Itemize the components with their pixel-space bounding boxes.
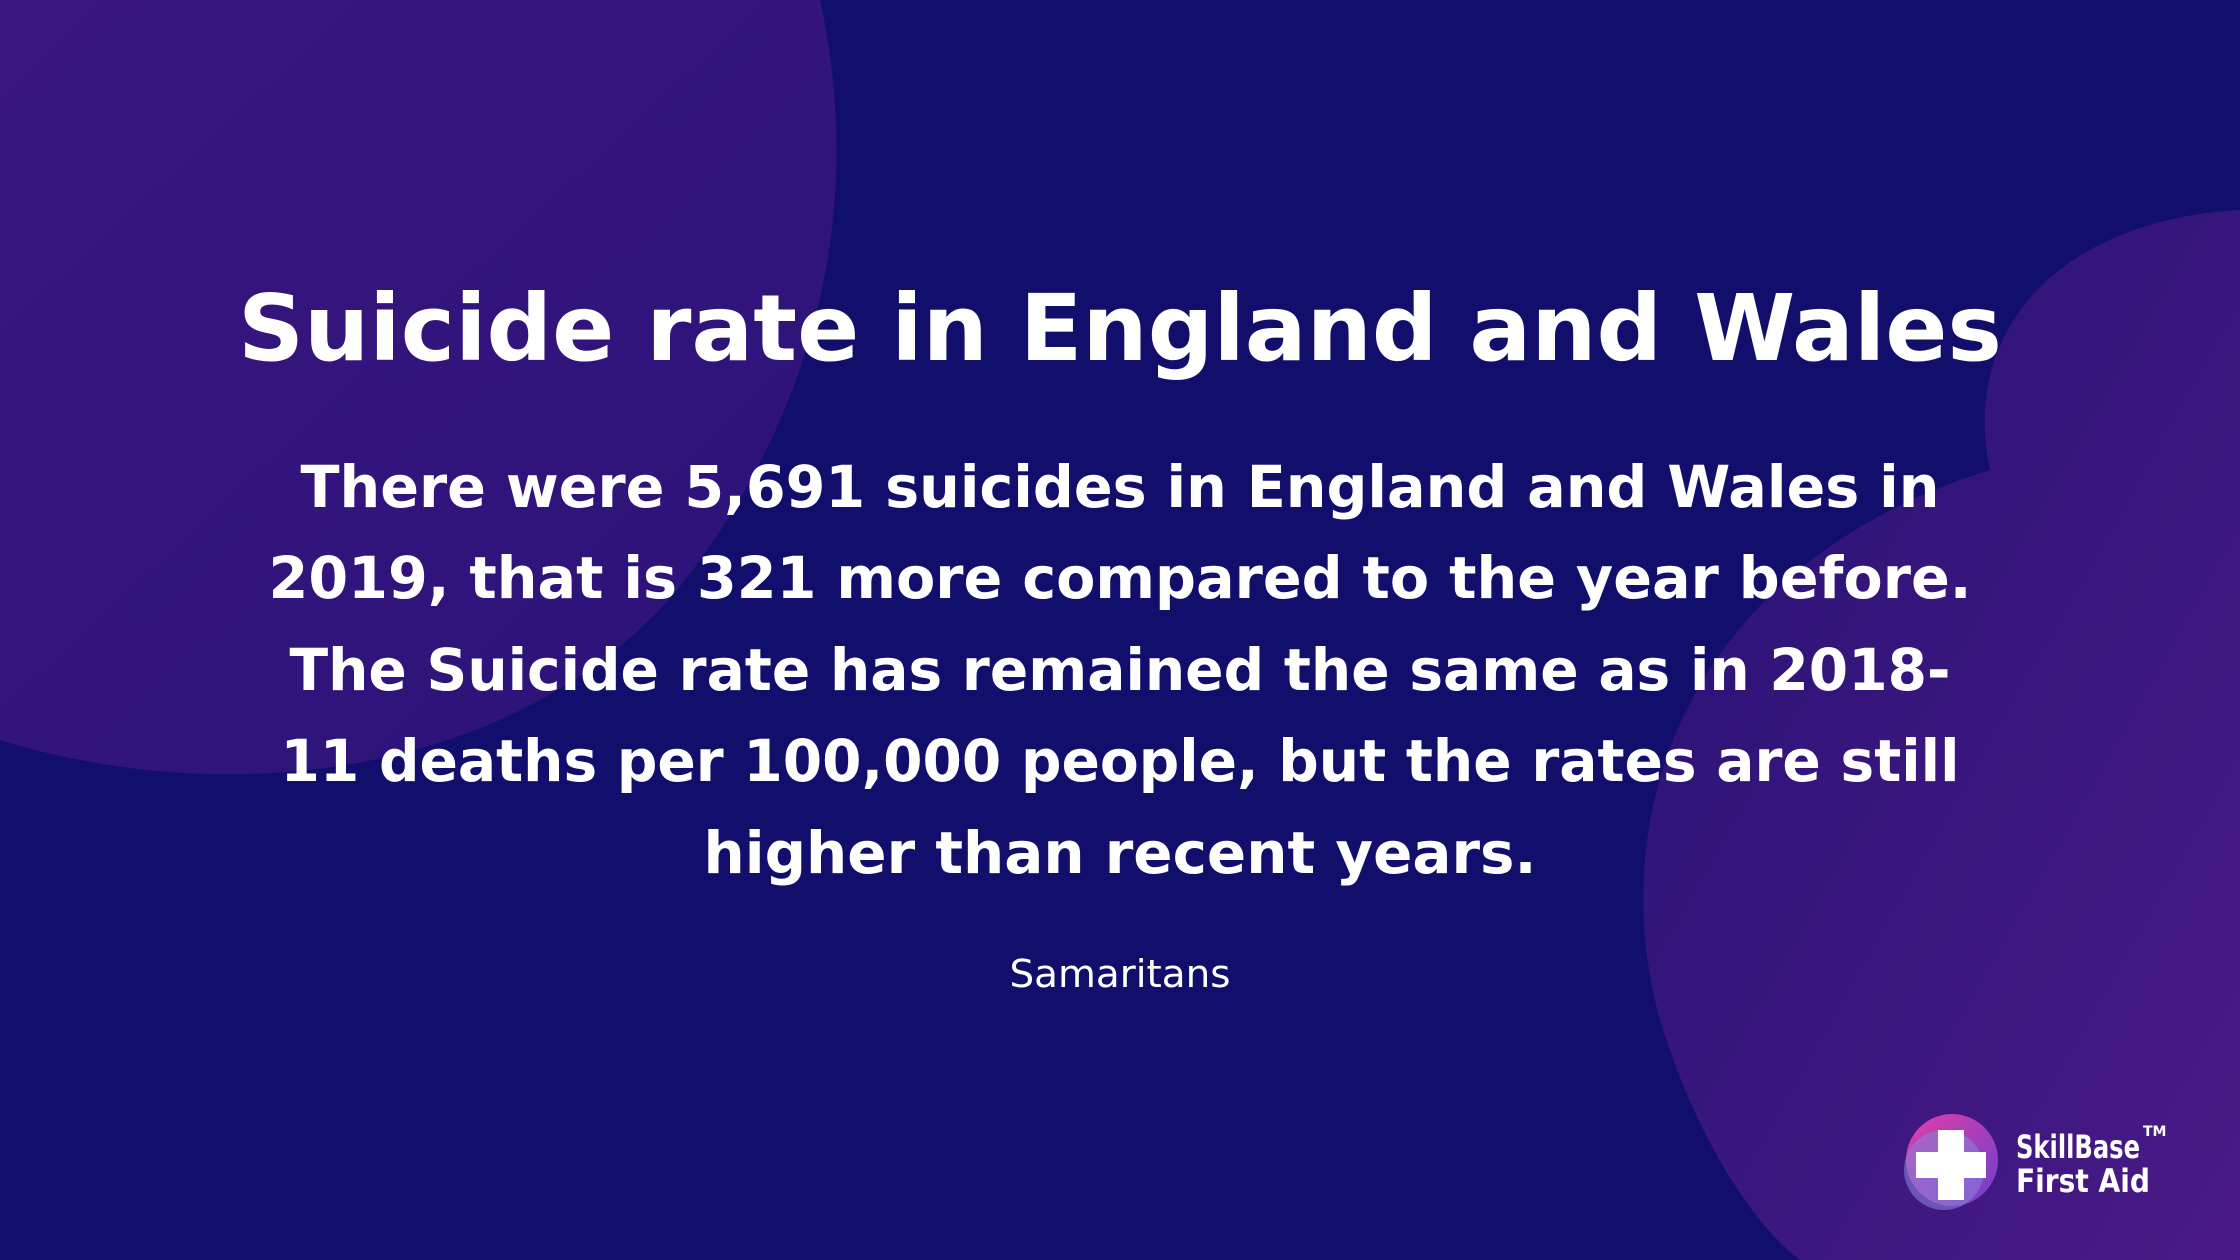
body-line: 11 deaths per 100,000 people, but the ra…: [281, 727, 1960, 795]
body-line: 2019, that is 321 more compared to the y…: [269, 544, 1972, 612]
body-line: There were 5,691 suicides in England and…: [301, 453, 1940, 521]
logo-text: SkillBase: [2016, 1128, 2140, 1166]
body-line: higher than recent years.: [704, 819, 1537, 887]
logo-text: First Aid: [2016, 1162, 2150, 1200]
source: Samaritans: [1010, 952, 1231, 996]
body-line: The Suicide rate has remained the same a…: [290, 636, 1951, 704]
logo-cross: [1916, 1130, 1986, 1200]
logo: SkillBase First Aid TM: [1904, 1114, 2166, 1210]
logo-trademark: TM: [2143, 1124, 2166, 1140]
title: Suicide rate in England and Wales: [238, 275, 2002, 382]
blob-right: [1643, 210, 2240, 1260]
blob-left: [0, 0, 837, 775]
